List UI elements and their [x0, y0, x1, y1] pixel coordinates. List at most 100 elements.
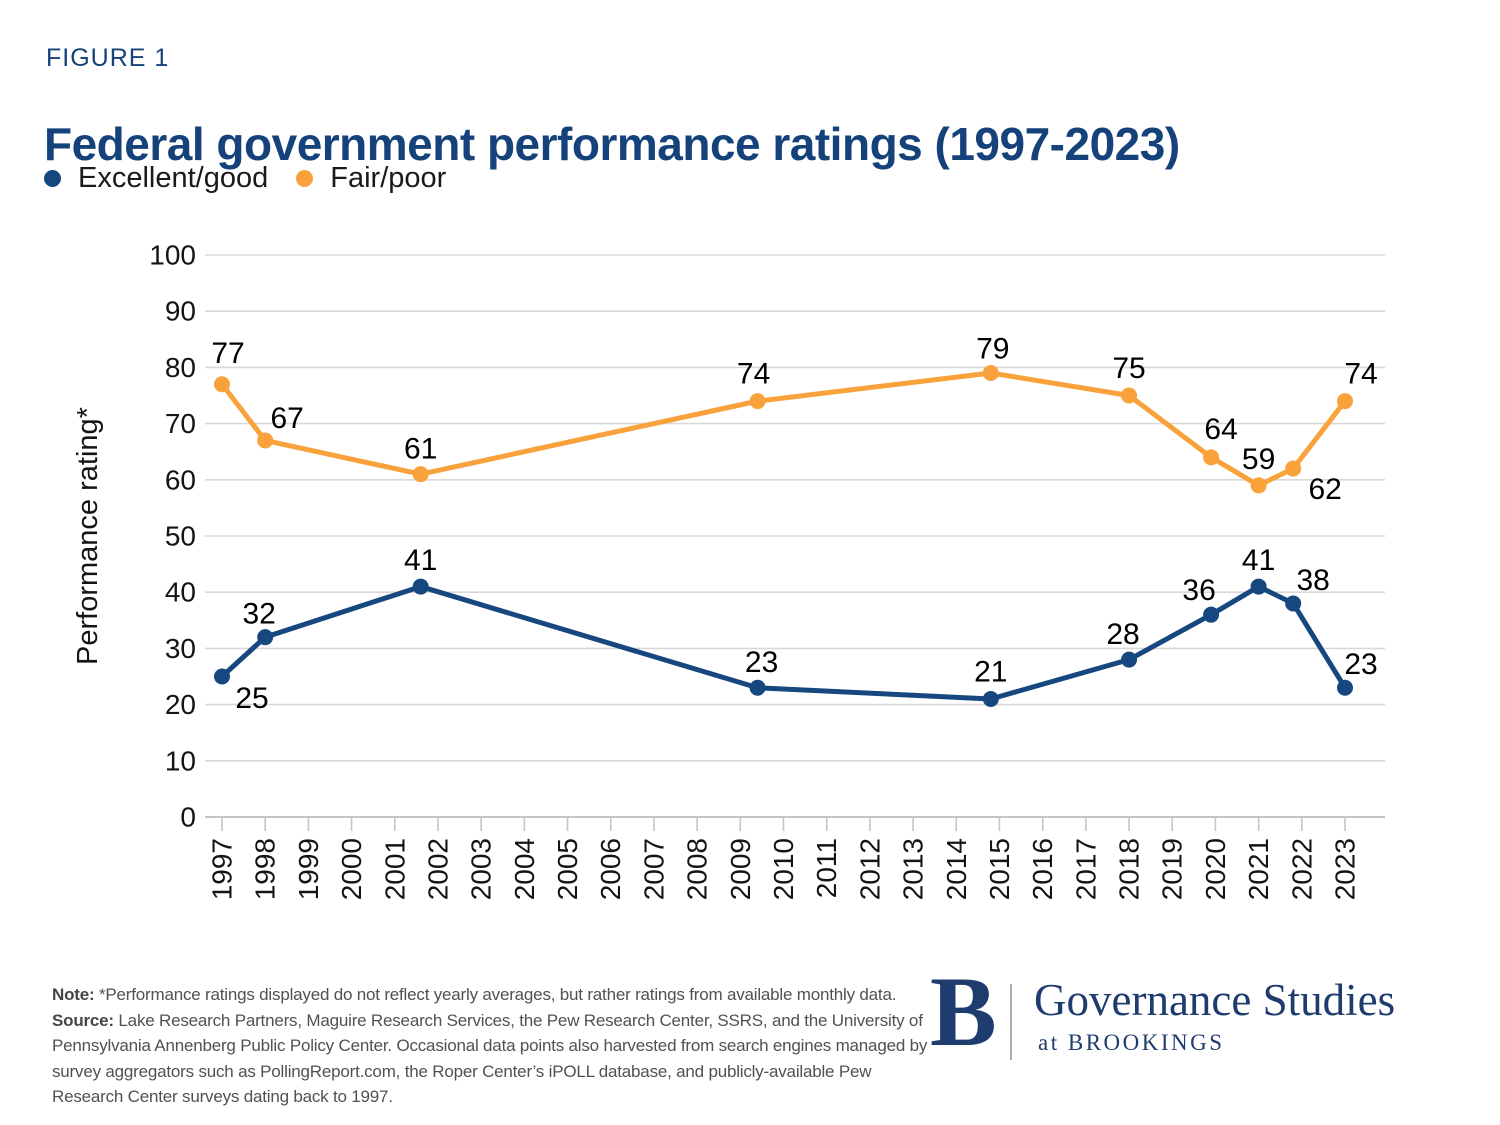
svg-text:2015: 2015: [984, 838, 1015, 900]
legend-item-excellent-good: Excellent/good: [44, 162, 268, 195]
svg-text:2007: 2007: [638, 838, 669, 900]
svg-text:90: 90: [165, 296, 196, 327]
data-point: [1250, 477, 1267, 494]
data-point: [1203, 449, 1220, 466]
data-point: [1285, 460, 1302, 477]
note-text: *Performance ratings displayed do not re…: [94, 985, 897, 1004]
svg-text:2016: 2016: [1027, 838, 1058, 900]
data-label: 25: [235, 682, 268, 715]
data-label: 23: [1344, 648, 1377, 681]
note-paragraph: Note: *Performance ratings displayed do …: [52, 982, 932, 1008]
svg-text:2018: 2018: [1114, 838, 1145, 900]
fair-poor-dot-icon: [296, 170, 314, 187]
data-point: [1285, 595, 1302, 612]
svg-text:2004: 2004: [509, 838, 540, 900]
svg-text:2021: 2021: [1243, 838, 1274, 900]
svg-text:2000: 2000: [336, 838, 367, 900]
data-point: [982, 365, 999, 382]
data-point: [1337, 393, 1353, 410]
svg-text:0: 0: [180, 802, 196, 833]
svg-text:40: 40: [165, 577, 196, 608]
data-label: 38: [1296, 564, 1329, 597]
logo-at-brookings: at BROOKINGS: [1038, 1030, 1225, 1055]
gridlines: [205, 254, 1385, 762]
svg-text:2013: 2013: [898, 838, 929, 900]
data-label: 79: [976, 333, 1009, 366]
legend-label-excellent-good: Excellent/good: [78, 162, 269, 194]
svg-text:1999: 1999: [293, 838, 324, 900]
footnote: Note: *Performance ratings displayed do …: [52, 982, 932, 1110]
excellent-good-dot-icon: [44, 170, 61, 187]
brookings-logo: B Governance Studies at BROOKINGS: [930, 962, 1470, 1082]
data-label: 62: [1308, 473, 1341, 506]
data-point: [1203, 606, 1220, 623]
data-point: [982, 690, 999, 707]
svg-text:2003: 2003: [466, 838, 497, 900]
data-label: 32: [243, 598, 276, 631]
data-point: [412, 466, 429, 483]
svg-text:30: 30: [165, 633, 196, 664]
svg-text:2006: 2006: [595, 838, 626, 900]
svg-text:2001: 2001: [379, 838, 410, 900]
svg-text:2009: 2009: [725, 838, 756, 900]
data-label: 75: [1112, 352, 1145, 385]
svg-text:80: 80: [165, 352, 196, 383]
x-axis: [205, 816, 1385, 831]
data-label: 61: [404, 433, 437, 466]
svg-text:100: 100: [149, 240, 196, 271]
data-point: [214, 376, 230, 393]
data-point: [412, 578, 429, 595]
legend-item-fair-poor: Fair/poor: [296, 162, 446, 195]
data-label: 74: [1344, 358, 1377, 391]
y-axis-title: Performance rating*: [72, 407, 104, 665]
svg-text:2022: 2022: [1286, 838, 1317, 900]
svg-text:2002: 2002: [422, 838, 453, 900]
data-point: [1337, 679, 1353, 696]
data-label: 59: [1242, 443, 1275, 476]
performance-line-chart: 0 10 20 30 40 50 60 70 80 90 100 1997 1998 1999 2000 20…: [72, 240, 1385, 900]
data-point: [1121, 387, 1138, 404]
data-label: 23: [745, 646, 778, 679]
data-point: [257, 432, 274, 449]
x-axis-labels: 1997 1998 1999 2000 2001 2002 2003 2004 2005 2006…: [207, 838, 1361, 900]
data-label: 41: [404, 544, 437, 577]
y-axis-labels: 0 10 20 30 40 50 60 70 80 90 100: [149, 240, 196, 833]
chart-legend: Excellent/good Fair/poor: [44, 162, 446, 195]
data-label: 41: [1242, 544, 1275, 577]
figure-label: FIGURE 1: [46, 44, 170, 72]
svg-text:2019: 2019: [1157, 838, 1188, 900]
svg-text:70: 70: [165, 408, 196, 439]
svg-text:2014: 2014: [941, 838, 972, 900]
data-point: [214, 668, 230, 685]
svg-text:10: 10: [165, 745, 196, 776]
logo-divider: [1010, 984, 1012, 1060]
data-point: [257, 629, 274, 646]
data-label: 77: [211, 337, 244, 370]
source-label: Source:: [52, 1010, 114, 1030]
data-label: 21: [974, 655, 1007, 688]
source-text: Lake Research Partners, Maguire Research…: [52, 1010, 928, 1107]
chart-title: Federal government performance ratings (…: [44, 117, 1180, 170]
svg-text:1997: 1997: [207, 838, 238, 900]
data-point: [749, 679, 766, 696]
svg-text:2011: 2011: [811, 838, 842, 898]
data-point: [1121, 651, 1138, 668]
svg-text:1998: 1998: [250, 838, 281, 900]
note-label: Note:: [52, 985, 95, 1004]
brookings-b-monogram-icon: B: [930, 956, 997, 1067]
svg-text:2008: 2008: [682, 838, 713, 900]
svg-text:2023: 2023: [1330, 838, 1361, 900]
svg-text:2020: 2020: [1200, 838, 1231, 900]
svg-text:60: 60: [165, 464, 196, 495]
data-point: [749, 393, 766, 410]
svg-text:50: 50: [165, 521, 196, 552]
data-label: 67: [271, 402, 304, 435]
logo-governance-studies: Governance Studies: [1034, 975, 1396, 1025]
svg-text:20: 20: [165, 689, 196, 720]
svg-text:2017: 2017: [1070, 838, 1101, 900]
data-point: [1250, 578, 1267, 595]
svg-text:2005: 2005: [552, 838, 583, 900]
data-label: 64: [1204, 413, 1237, 446]
source-paragraph: Source: Lake Research Partners, Maguire …: [52, 1008, 932, 1110]
